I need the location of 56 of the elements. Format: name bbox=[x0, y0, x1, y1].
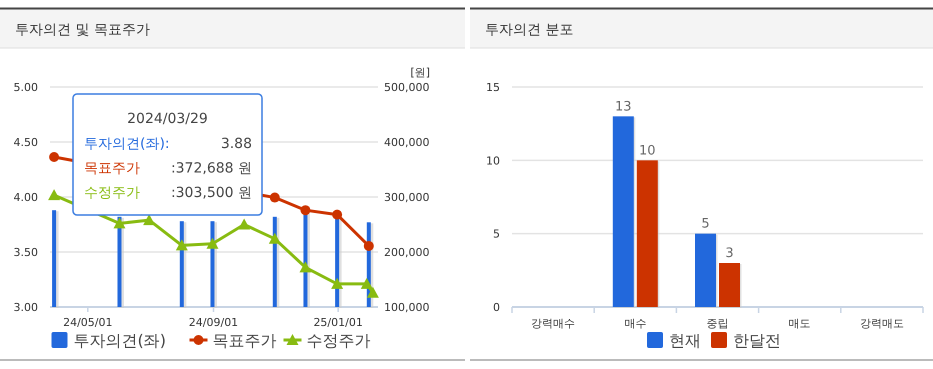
point bbox=[366, 286, 379, 298]
y2-tick-label: 200,000 bbox=[384, 246, 430, 259]
point bbox=[360, 278, 373, 289]
annotation: 수정주가 bbox=[84, 185, 140, 201]
y-tick-label: 5 bbox=[493, 228, 500, 241]
point bbox=[331, 278, 344, 289]
annotation: :303,500 원 bbox=[170, 185, 252, 201]
legend-label: 수정주가 bbox=[306, 331, 370, 350]
y2-tick-label: 300,000 bbox=[384, 191, 430, 204]
legend-label: 목표주가 bbox=[212, 331, 276, 350]
x-tick-label: 중립 bbox=[706, 317, 728, 330]
point bbox=[238, 218, 250, 230]
legend-label: 한달전 bbox=[733, 331, 781, 350]
point bbox=[49, 152, 60, 162]
x-tick-label: 24/05/01 bbox=[63, 316, 113, 329]
data-label: 3 bbox=[725, 246, 734, 261]
x-tick-label: 강력매수 bbox=[531, 317, 576, 330]
chart-title: 투자의견 및 목표주가 bbox=[15, 22, 150, 38]
x-tick-label: 강력매도 bbox=[860, 317, 904, 330]
y-tick-label: 4.50 bbox=[14, 136, 38, 149]
x-tick-label: 매도 bbox=[788, 317, 811, 330]
point bbox=[270, 192, 280, 203]
y2-tick-label: 400,000 bbox=[384, 136, 430, 149]
data-label: 13 bbox=[615, 99, 632, 114]
y-tick-label: 3.00 bbox=[14, 301, 38, 314]
point bbox=[48, 189, 60, 200]
legend-label: 투자의견(좌) bbox=[74, 331, 166, 350]
data-label: 5 bbox=[701, 216, 710, 232]
y-tick-label: 10 bbox=[486, 154, 500, 168]
x-tick-label: 24/09/01 bbox=[188, 316, 238, 329]
y-tick-label: 5.00 bbox=[14, 81, 38, 94]
y-tick-label: 15 bbox=[486, 81, 500, 94]
y-tick-label: 3.50 bbox=[14, 246, 38, 259]
point bbox=[176, 239, 188, 250]
point bbox=[268, 232, 281, 244]
y2-tick-label: 100,000 bbox=[384, 301, 430, 314]
point bbox=[364, 240, 374, 251]
legend-label: 현재 bbox=[669, 331, 701, 350]
point bbox=[113, 217, 126, 228]
point bbox=[206, 238, 218, 249]
point bbox=[332, 210, 342, 220]
y2-axis-title: [원] bbox=[410, 66, 430, 79]
x-tick-label: 매수 bbox=[624, 317, 646, 330]
point bbox=[299, 261, 312, 272]
data-label: 10 bbox=[639, 143, 656, 158]
annotation: :372,688 원 bbox=[170, 160, 252, 176]
annotation: 목표주가 bbox=[84, 160, 140, 176]
annotation: 투자의견(좌): bbox=[84, 136, 170, 152]
annotation: 2024/03/29 bbox=[127, 111, 208, 127]
x-tick-label: 25/01/01 bbox=[313, 316, 363, 329]
annotation: 3.88 bbox=[220, 136, 252, 152]
y2-tick-label: 500,000 bbox=[384, 81, 430, 94]
y-tick-label: 0 bbox=[493, 301, 500, 314]
point bbox=[300, 205, 310, 216]
y-tick-label: 4.00 bbox=[14, 191, 38, 204]
chart-title: 투자의견 분포 bbox=[485, 22, 574, 38]
